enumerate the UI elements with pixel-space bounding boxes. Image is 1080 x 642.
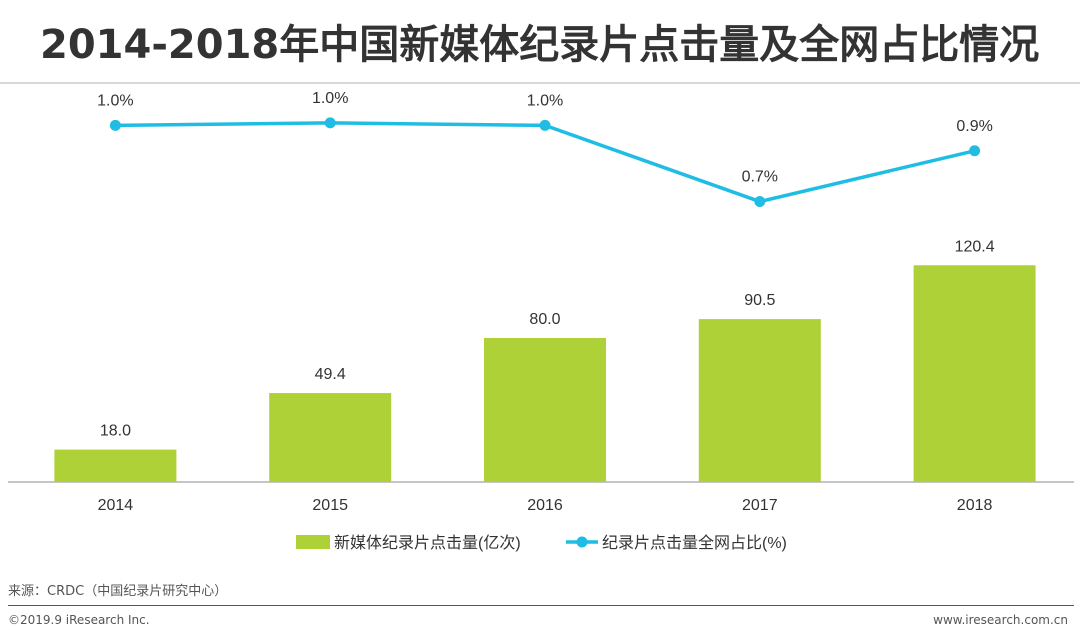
bar-2018 <box>913 265 1036 482</box>
line-point-2016 <box>539 119 551 131</box>
bar-label-2014: 18.0 <box>100 423 131 440</box>
x-tick-label-2014: 2014 <box>98 497 134 514</box>
x-tick-label-2015: 2015 <box>312 497 348 514</box>
line-label-2016: 1.0% <box>527 92 563 109</box>
line-point-2015 <box>324 117 336 129</box>
line-label-2018: 0.9% <box>956 118 992 135</box>
x-tick-label-2017: 2017 <box>742 497 778 514</box>
legend-swatch-line-marker <box>576 536 588 548</box>
chart-title: 2014-2018年中国新媒体纪录片点击量及全网占比情况 <box>40 22 1040 68</box>
line-point-2017 <box>754 196 766 208</box>
copyright: ©2019.9 iResearch Inc. <box>8 613 150 627</box>
bar-label-2017: 90.5 <box>744 292 775 309</box>
line-label-2014: 1.0% <box>97 92 133 109</box>
line-series-share <box>115 121 976 204</box>
bar-label-2018: 120.4 <box>955 238 995 255</box>
legend-label-line: 纪录片点击量全网占比(%) <box>602 534 787 552</box>
source-note: 来源：CRDC（中国纪录片研究中心） <box>8 584 228 599</box>
website: www.iresearch.com.cn <box>933 613 1068 627</box>
legend-label-bars: 新媒体纪录片点击量(亿次) <box>334 534 521 552</box>
footer-divider <box>8 605 1074 606</box>
bar-label-2016: 80.0 <box>529 311 560 328</box>
legend-swatch-bars <box>296 535 330 549</box>
x-tick-label-2018: 2018 <box>957 497 993 514</box>
bar-2017 <box>698 319 821 482</box>
bar-2016 <box>484 338 606 482</box>
line-label-2017: 0.7% <box>742 169 778 186</box>
bar-2015 <box>269 393 392 482</box>
line-point-2018 <box>969 145 981 157</box>
x-tick-label-2016: 2016 <box>527 497 563 514</box>
line-point-2014 <box>109 119 121 131</box>
bar-2014 <box>54 449 177 482</box>
title-divider <box>0 82 1080 84</box>
bar-label-2015: 49.4 <box>315 366 346 383</box>
line-label-2015: 1.0% <box>312 90 348 107</box>
chart-area: 18.0 2014 49.4 2015 80.0 2016 90.5 2017 120.4 201… <box>8 90 1074 552</box>
